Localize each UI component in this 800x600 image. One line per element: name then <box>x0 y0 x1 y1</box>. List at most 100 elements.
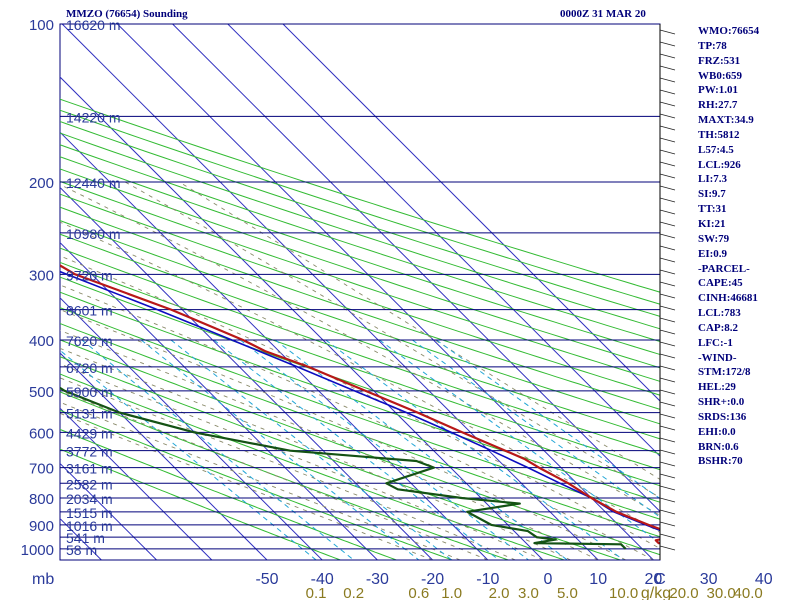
temperature-tick-label: 30 <box>700 571 718 588</box>
wind-barb-icon <box>659 461 676 467</box>
wind-barb-icon <box>659 77 676 83</box>
mixing-ratio-tick-label: 2.0 <box>489 585 510 600</box>
index-line: TT:31 <box>698 203 727 216</box>
mixing-ratio-tick-label: 30.0 <box>707 585 736 600</box>
index-line: EHI:0.0 <box>698 425 736 438</box>
moist-adiabat-line <box>60 412 433 560</box>
mixing-ratio-tick-label: 0.1 <box>306 585 327 600</box>
temperature-tick-label: -20 <box>421 571 444 588</box>
wind-barb-icon <box>659 209 676 215</box>
isotherm-line <box>172 24 660 513</box>
moist-adiabat-line <box>60 284 654 560</box>
wind-barb-icon <box>659 377 676 383</box>
index-line: FRZ:531 <box>698 54 741 67</box>
index-line: SW:79 <box>698 232 730 245</box>
height-label: 12440 m <box>66 175 120 191</box>
index-line: PW:1.01 <box>698 84 739 97</box>
index-line: LCL:783 <box>698 307 741 320</box>
mixing-ratio-line <box>213 339 500 560</box>
height-label: 14220 m <box>66 109 120 125</box>
wind-barb-icon <box>659 449 676 455</box>
mixing-ratio-tick-label: 5.0 <box>557 585 578 600</box>
index-line: LCL:926 <box>698 158 741 171</box>
pressure-tick-label: 600 <box>29 425 54 442</box>
mixing-ratio-line <box>170 339 453 560</box>
isotherm-line <box>282 24 660 402</box>
pressure-tick-label: 1000 <box>21 542 54 559</box>
wind-axis-label: C <box>654 571 666 588</box>
mixing-ratio-line <box>379 339 660 544</box>
dry-adiabat-line <box>60 98 660 293</box>
dry-adiabat-line <box>60 168 660 369</box>
index-line: BRN:0.6 <box>698 440 739 453</box>
height-label: 1515 m <box>66 505 113 521</box>
wind-barb-icon <box>659 329 676 335</box>
mixing-ratio-line <box>81 339 355 560</box>
height-label: 5131 m <box>66 406 113 422</box>
dry-adiabat-line <box>60 144 660 343</box>
dry-adiabat-line <box>60 307 660 520</box>
wind-barb-icon <box>659 113 676 119</box>
dewpoint-trace <box>60 386 627 550</box>
pressure-tick-label: 700 <box>29 461 54 478</box>
temperature-tick-label: 40 <box>755 571 773 588</box>
dry-adiabat-line <box>60 356 621 560</box>
wind-barb-icon <box>659 293 676 299</box>
moist-adiabat-line <box>60 184 660 516</box>
wind-barb-icon <box>659 233 676 239</box>
height-label: 3161 m <box>66 461 113 477</box>
wind-barb-icon <box>659 413 676 419</box>
mixing-ratio-line <box>325 339 624 560</box>
wind-barb-icon <box>659 137 676 143</box>
temperature-tick-label: 20 <box>645 571 663 588</box>
index-line: CAP:8.2 <box>698 321 739 334</box>
wind-barb-icon <box>659 425 676 431</box>
mixing-ratio-tick-label: 3.0 <box>518 585 539 600</box>
pressure-tick-label: 400 <box>29 333 54 350</box>
isotherm-line <box>0 24 46 560</box>
isotherm-line <box>60 297 323 560</box>
wind-barb-icon <box>659 41 676 47</box>
mixing-ratio-line <box>140 339 420 560</box>
wind-barb-icon <box>659 257 676 263</box>
wind-barb-icon <box>659 161 676 167</box>
wind-barb-icon <box>659 197 676 203</box>
index-line: -PARCEL- <box>698 262 750 275</box>
dry-adiabat-line <box>60 193 660 396</box>
wind-barb-icon <box>659 521 676 527</box>
mixing-ratio-line <box>412 339 660 518</box>
height-label: 7620 m <box>66 333 113 349</box>
wind-barb-icon <box>659 29 676 35</box>
dry-adiabat-line <box>60 428 397 560</box>
index-line: WMO:76654 <box>698 25 760 37</box>
height-label: 4429 m <box>66 425 113 441</box>
wind-barb-icon <box>659 473 676 479</box>
mixing-ratio-line <box>60 349 317 560</box>
moist-adiabat-line <box>60 347 571 560</box>
index-line: CAPE:45 <box>698 277 743 290</box>
wind-barb-icon <box>659 353 676 359</box>
index-line: LI:7.3 <box>698 173 728 186</box>
height-label: 2582 m <box>66 476 113 492</box>
dry-adiabat-line <box>60 448 341 560</box>
dry-adiabat-line <box>60 247 660 455</box>
sounding-time: 0000Z 31 MAR 20 <box>560 8 646 20</box>
mixing-ratio-tick-label: 0.2 <box>343 585 364 600</box>
index-line: STM:172/8 <box>698 366 751 379</box>
height-label: 5900 m <box>66 384 113 400</box>
dry-adiabat-line <box>60 291 660 503</box>
wind-barb-icon <box>659 185 676 191</box>
isotherm-line <box>60 352 268 560</box>
mixing-ratio-tick-label: 20.0 <box>669 585 698 600</box>
dry-adiabat-line <box>60 233 660 440</box>
wind-barb-icon <box>659 437 676 443</box>
temperature-trace <box>60 264 660 545</box>
station-title: MMZO (76654) Sounding <box>66 8 188 20</box>
wind-barb-icon <box>659 497 676 503</box>
wind-barb-icon <box>659 173 676 179</box>
index-line: TP:78 <box>698 39 727 52</box>
plot-border <box>59 23 661 561</box>
wind-barb-icon <box>659 341 676 347</box>
wind-barb-icon <box>659 509 676 515</box>
